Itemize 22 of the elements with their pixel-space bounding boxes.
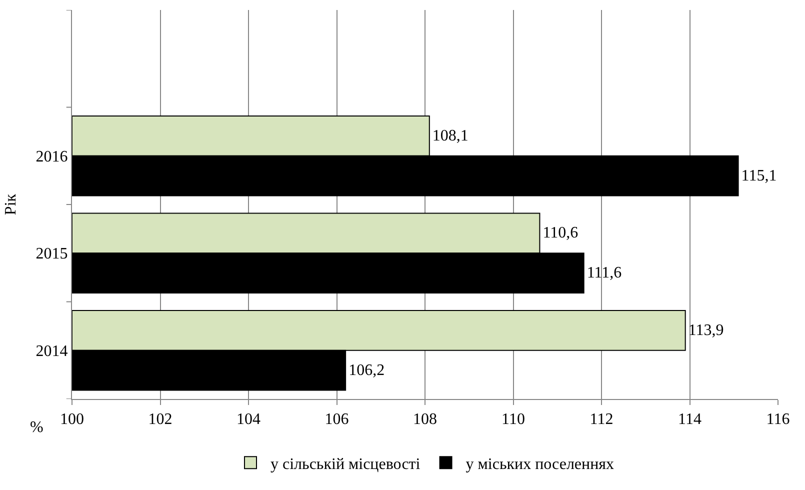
x-tick-label: 110: [502, 411, 525, 428]
x-tick-label: 104: [236, 411, 260, 428]
data-label: 111,6: [586, 264, 622, 282]
x-tick-label: 108: [413, 411, 437, 428]
data-label: 115,1: [741, 167, 777, 184]
data-label: 110,6: [542, 224, 578, 242]
x-tick-label: 106: [324, 411, 349, 428]
y-tick-label: 2016: [36, 148, 68, 166]
x-tick-label: 112: [590, 411, 614, 428]
x-axis-title: %: [30, 419, 44, 436]
x-tick-label: 116: [766, 411, 790, 428]
y-tick-label: 2014: [36, 342, 68, 360]
data-label: 113,9: [688, 322, 724, 339]
x-tick-label: 102: [148, 411, 172, 428]
x-tick-label: 114: [678, 411, 702, 428]
legend-label: у сільській місцевості: [270, 456, 421, 473]
y-axis-title: Рік: [2, 194, 20, 216]
y-tick-label: 2015: [36, 246, 68, 263]
data-label: 108,1: [432, 127, 468, 144]
legend-label: у міських поселеннях: [466, 456, 614, 473]
x-tick-label: 100: [60, 411, 84, 428]
data-label: 106,2: [348, 362, 385, 379]
